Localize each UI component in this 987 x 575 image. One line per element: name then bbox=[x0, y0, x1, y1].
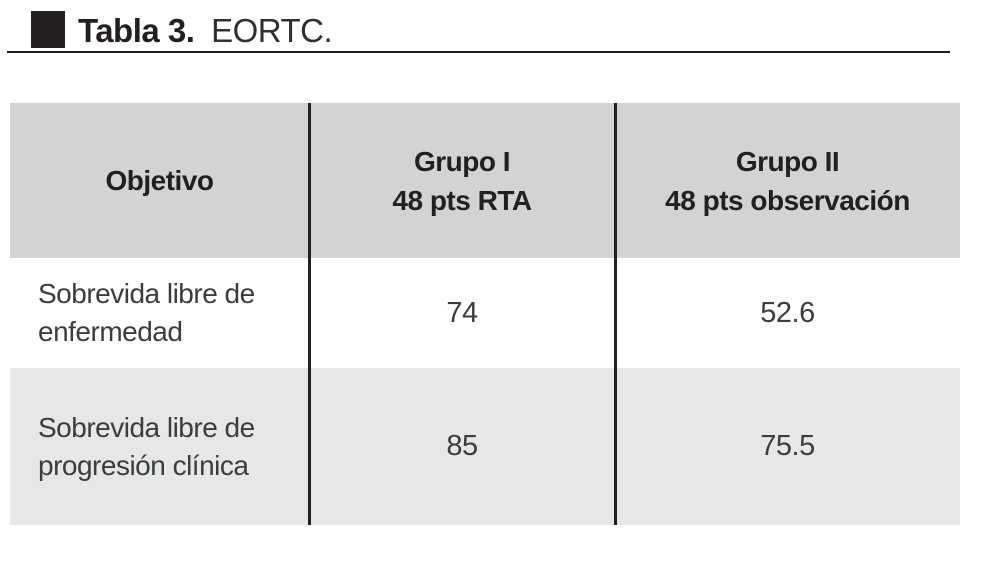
column-divider-2 bbox=[614, 103, 617, 525]
row2-grupo1-value: 85 bbox=[309, 368, 615, 525]
row1-grupo1-number: 74 bbox=[446, 296, 478, 329]
header-cell-grupo-1: Grupo I 48 pts RTA bbox=[309, 103, 615, 258]
header-cell-grupo-2: Grupo II 48 pts observación bbox=[615, 103, 960, 258]
row2-grupo2-value: 75.5 bbox=[615, 368, 960, 525]
row1-label-line1: Sobrevida libre de bbox=[38, 278, 255, 309]
caption-marker-square bbox=[31, 11, 65, 48]
caption-rule bbox=[7, 51, 950, 53]
row2-grupo2-number: 75.5 bbox=[760, 430, 815, 462]
header-grupo1-line1: Grupo I bbox=[413, 145, 511, 177]
row1-grupo2-number: 52.6 bbox=[760, 296, 815, 329]
row2-label-cell: Sobrevida libre de progresión clínica bbox=[10, 368, 309, 525]
header-grupo2-line1: Grupo II bbox=[735, 145, 840, 177]
row1-grupo1-value: 74 bbox=[309, 258, 615, 368]
column-divider-1 bbox=[308, 103, 311, 525]
table-caption: Tabla 3. EORTC. bbox=[78, 12, 333, 50]
table-row-sobrevida-enfermedad: Sobrevida libre de enfermedad 74 52.6 bbox=[10, 258, 960, 368]
header-grupo1-line2: 48 pts RTA bbox=[392, 184, 532, 216]
caption-label: Tabla 3. bbox=[78, 12, 195, 49]
table-row-sobrevida-progresion: Sobrevida libre de progresión clínica 85… bbox=[10, 368, 960, 525]
row1-label-cell: Sobrevida libre de enfermedad bbox=[10, 258, 309, 368]
row2-label-line2: progresión clínica bbox=[38, 449, 249, 481]
header-objetivo-label: Objetivo bbox=[105, 165, 214, 196]
header-grupo2-line2: 48 pts observación bbox=[665, 184, 910, 216]
header-cell-objetivo: Objetivo bbox=[10, 103, 309, 258]
caption-title: EORTC. bbox=[211, 12, 333, 49]
row1-label-line2: enfermedad bbox=[38, 316, 183, 347]
data-table: Objetivo Grupo I 48 pts RTA Grupo II 48 … bbox=[10, 103, 960, 525]
row2-grupo1-number: 85 bbox=[446, 430, 478, 462]
row2-label-line1: Sobrevida libre de bbox=[38, 411, 255, 443]
table-header-row: Objetivo Grupo I 48 pts RTA Grupo II 48 … bbox=[10, 103, 960, 258]
row1-grupo2-value: 52.6 bbox=[615, 258, 960, 368]
